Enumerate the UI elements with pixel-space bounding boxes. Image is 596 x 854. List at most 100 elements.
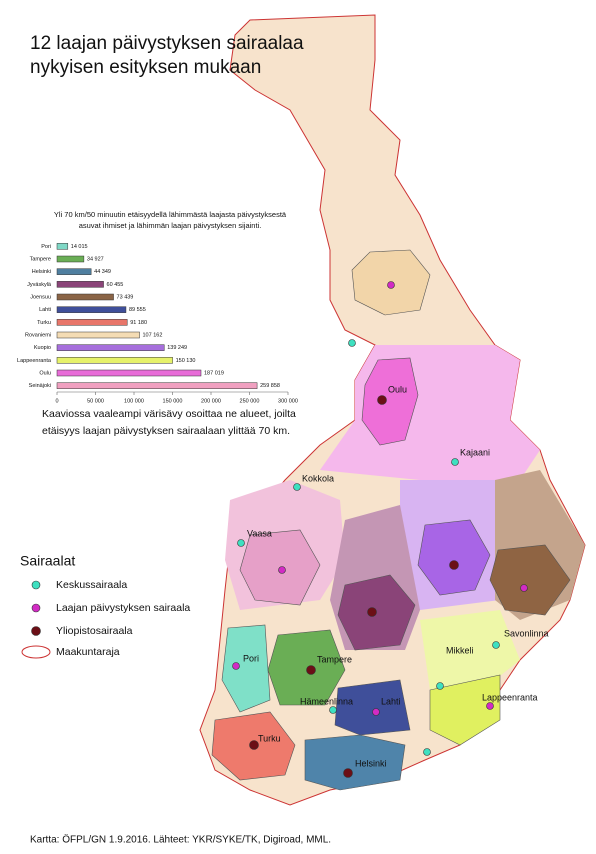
central-hospital-marker: [293, 483, 301, 491]
value-label: 107 162: [143, 332, 163, 338]
city-label: Lappeenranta: [482, 692, 538, 702]
x-tick-label: 250 000: [240, 398, 260, 404]
y-tick-label: Lahti: [39, 307, 51, 313]
bar: [56, 293, 114, 301]
extended-hospital-marker: [372, 708, 380, 716]
university-hospital-marker: [343, 768, 353, 778]
city-label: Kajaani: [460, 447, 490, 457]
y-tick-label: Tampere: [30, 256, 51, 262]
central-hospital-marker: [237, 539, 245, 547]
x-tick-label: 300 000: [278, 398, 298, 404]
y-tick-label: Kuopio: [34, 345, 51, 351]
city-label: Turku: [258, 733, 281, 743]
city-label: Lahti: [381, 696, 401, 706]
bar: [56, 268, 92, 275]
x-tick-label: 150 000: [163, 398, 183, 404]
university-hospital-marker: [367, 607, 377, 617]
university-hospital-marker: [377, 395, 387, 405]
value-label: 44 349: [94, 269, 111, 275]
region-joensuu-core: [489, 544, 571, 616]
legend: Sairaalat Keskussairaala Laajan päivysty…: [20, 553, 190, 659]
chart-title: Yli 70 km/50 minuutin etäisyydellä lähim…: [54, 210, 287, 219]
legend-symbol: [31, 603, 41, 613]
central-hospital-marker: [348, 339, 356, 347]
city-labels: Oulu Kajaani Kokkola Vaasa Pori Tampere …: [243, 384, 549, 768]
y-tick-label: Jyväskylä: [27, 282, 52, 288]
value-label: 34 927: [87, 256, 104, 262]
page-title: nykyisen esityksen mukaan: [30, 57, 261, 78]
legend-symbol: [31, 626, 41, 636]
legend-label: Maakuntaraja: [56, 646, 120, 658]
region-kuopio-core: [417, 519, 491, 596]
value-label: 139 249: [167, 345, 187, 351]
chart-title: asuvat ihmiset ja lähimmän laajan päivys…: [79, 221, 262, 230]
region-tampere: [267, 629, 346, 706]
extended-hospital-marker: [486, 702, 494, 710]
bar: [56, 319, 128, 326]
region-lahti: [334, 679, 411, 736]
legend-label: Laajan päivystyksen sairaala: [56, 602, 190, 614]
y-tick-label: Rovaniemi: [25, 332, 51, 338]
bar-chart: Yli 70 km/50 minuutin etäisyydellä lähim…: [17, 210, 298, 404]
central-hospital-marker: [329, 706, 337, 714]
extended-hospital-marker: [232, 662, 240, 670]
y-tick-label: Turku: [37, 320, 51, 326]
value-label: 14 015: [71, 244, 88, 250]
region-oulu-core: [361, 357, 419, 446]
map: Oulu Kajaani Kokkola Vaasa Pori Tampere …: [199, 14, 586, 806]
city-label: Pori: [243, 653, 259, 663]
city-label: Vaasa: [247, 528, 272, 538]
page-title: 12 laajan päivystyksen sairaalaa: [30, 33, 304, 54]
city-label: Hämeenlinna: [300, 696, 353, 706]
bar: [56, 331, 140, 339]
legend-symbol: [21, 645, 51, 659]
x-tick-label: 50 000: [87, 398, 104, 404]
bar: [56, 243, 69, 250]
y-tick-label: Oulu: [39, 370, 51, 376]
bar: [56, 281, 104, 288]
y-tick-label: Joensuu: [30, 294, 51, 300]
city-label: Tampere: [317, 654, 352, 664]
university-hospital-marker: [306, 665, 316, 675]
value-label: 60 455: [107, 282, 124, 288]
value-label: 187 019: [204, 370, 224, 376]
city-label: Savonlinna: [504, 628, 549, 638]
y-tick-label: Lappeenranta: [17, 358, 52, 364]
y-tick-label: Helsinki: [32, 269, 51, 275]
legend-label: Keskussairaala: [56, 579, 127, 591]
bar: [56, 344, 165, 351]
bar: [56, 369, 202, 377]
bar: [56, 306, 127, 313]
note: etäisyys laajan päivystyksen sairaalaan …: [42, 425, 290, 437]
bar: [56, 357, 173, 364]
hospital-markers: [232, 281, 528, 778]
central-hospital-marker: [423, 748, 431, 756]
central-hospital-marker: [436, 682, 444, 690]
central-hospital-marker: [492, 641, 500, 649]
region-pori: [221, 624, 271, 713]
value-label: 89 555: [129, 307, 146, 313]
credit: Kartta: ÖFPL/GN 1.9.2016. Lähteet: YKR/S…: [30, 834, 331, 846]
extended-hospital-marker: [520, 584, 528, 592]
city-label: Oulu: [388, 384, 407, 394]
university-hospital-marker: [449, 560, 459, 570]
value-label: 150 130: [176, 358, 196, 364]
city-label: Helsinki: [355, 758, 387, 768]
bar: [56, 382, 258, 389]
legend-title: Sairaalat: [20, 553, 75, 569]
x-tick-label: 200 000: [201, 398, 221, 404]
city-label: Mikkeli: [446, 645, 474, 655]
legend-symbol: [31, 580, 41, 590]
central-hospital-marker: [451, 458, 459, 466]
value-label: 73 439: [117, 294, 134, 300]
region-lappeenranta: [429, 674, 501, 746]
value-label: 91 180: [130, 320, 147, 326]
x-tick-label: 0: [55, 398, 58, 404]
region-oulu: [320, 345, 540, 480]
note: Kaaviossa vaaleampi värisävy osoittaa ne…: [42, 408, 296, 420]
bar: [56, 255, 85, 263]
y-tick-label: Pori: [41, 244, 51, 250]
university-hospital-marker: [249, 740, 259, 750]
x-tick-label: 100 000: [124, 398, 144, 404]
